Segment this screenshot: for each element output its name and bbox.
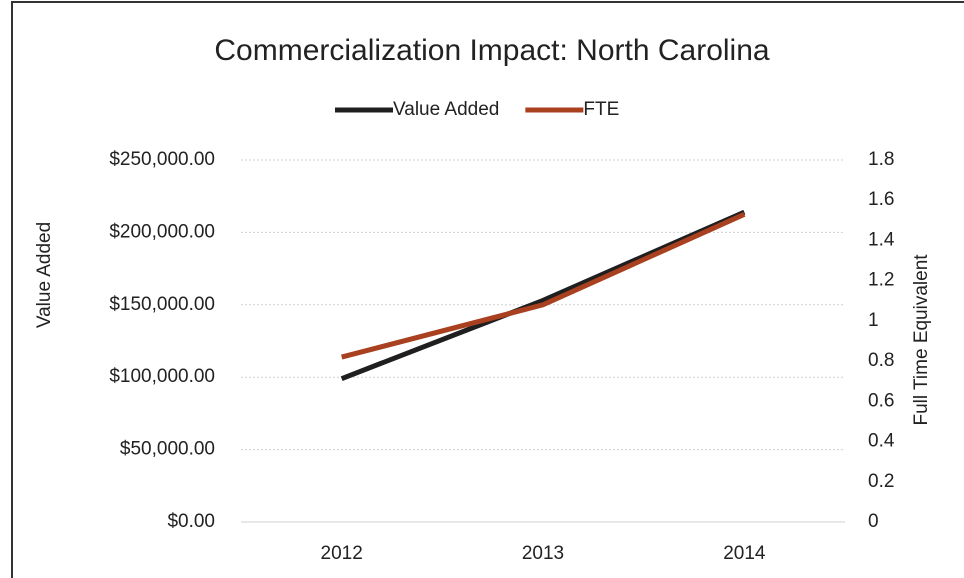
series-line — [341, 212, 746, 360]
series-line — [340, 209, 746, 381]
y2-tick-label: 0 — [868, 511, 879, 532]
x-tick-label: 2013 — [522, 543, 564, 564]
chart-frame — [11, 1, 964, 578]
y2-tick-label: 1 — [868, 310, 879, 331]
y-tick-label: $150,000.00 — [109, 294, 215, 315]
y2-tick-label: 0.2 — [868, 471, 894, 492]
y2-tick-label: 0.8 — [868, 350, 894, 371]
y2-tick-label: 1.8 — [868, 149, 894, 170]
y-axis-label: Value Added — [34, 222, 55, 328]
chart-title: Commercialization Impact: North Carolina — [214, 34, 770, 67]
y2-tick-label: 0.4 — [868, 431, 895, 452]
y2-tick-label: 1.4 — [868, 229, 895, 250]
y2-axis-label: Full Time Equivalent — [911, 254, 932, 426]
y2-tick-label: 1.6 — [868, 189, 894, 210]
x-tick-label: 2014 — [723, 543, 766, 564]
y2-tick-label: 1.2 — [868, 270, 894, 291]
y-tick-label: $200,000.00 — [109, 221, 215, 242]
y-tick-label: $250,000.00 — [109, 149, 215, 170]
y-tick-label: $50,000.00 — [120, 439, 215, 460]
legend-label: Value Added — [393, 99, 499, 120]
y2-tick-label: 0.6 — [868, 390, 894, 411]
y-tick-label: $0.00 — [167, 511, 215, 532]
y-tick-label: $100,000.00 — [109, 366, 215, 387]
legend-label: FTE — [583, 99, 619, 120]
x-tick-label: 2012 — [321, 543, 363, 564]
